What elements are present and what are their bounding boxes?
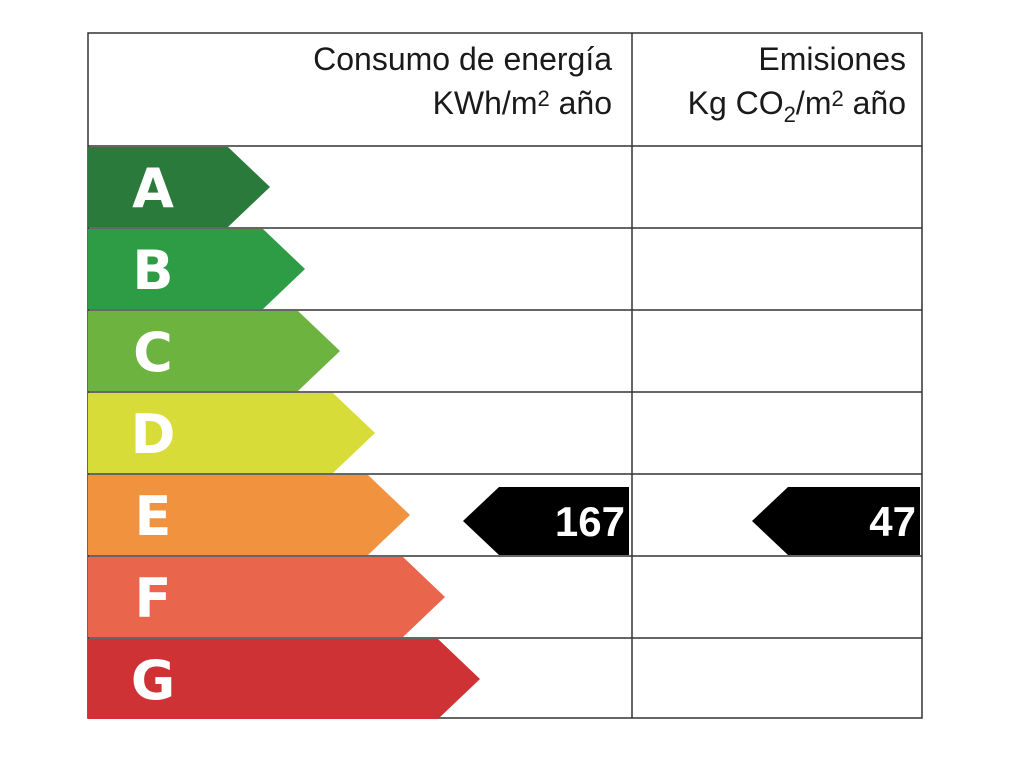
indicator-value: 47 (869, 498, 916, 545)
rating-letter: C (133, 321, 173, 384)
rating-arrow (88, 229, 305, 309)
indicator-value: 167 (555, 498, 625, 545)
rating-arrow (88, 475, 410, 555)
energy-title: Consumo de energía (313, 41, 612, 77)
unit-mid: /m (796, 85, 832, 121)
subscript: 2 (784, 102, 796, 127)
emissions-title: Emisiones (758, 41, 906, 77)
indicator-arrow (752, 487, 920, 555)
rating-arrow (88, 311, 340, 391)
rating-arrow (88, 393, 375, 473)
rating-letter: B (132, 239, 173, 302)
unit: KWh/m (433, 85, 538, 121)
rating-arrow (88, 147, 270, 227)
unit-rest: año (844, 85, 906, 121)
power: 2 (831, 86, 843, 111)
rating-letter: A (132, 157, 174, 220)
indicator-arrow (463, 487, 629, 555)
energy-unit: KWh/m2 año (433, 85, 612, 121)
rating-letter: D (131, 403, 176, 466)
rating-letter: G (131, 649, 175, 712)
rating-letter: E (135, 485, 172, 548)
unit-rest: año (550, 85, 612, 121)
emissions-unit: Kg CO2/m2 año (688, 85, 906, 127)
unit: Kg CO (688, 85, 784, 121)
rating-letter: F (135, 567, 172, 630)
rating-arrow (88, 639, 480, 719)
rating-arrow (88, 557, 445, 637)
power: 2 (537, 86, 549, 111)
